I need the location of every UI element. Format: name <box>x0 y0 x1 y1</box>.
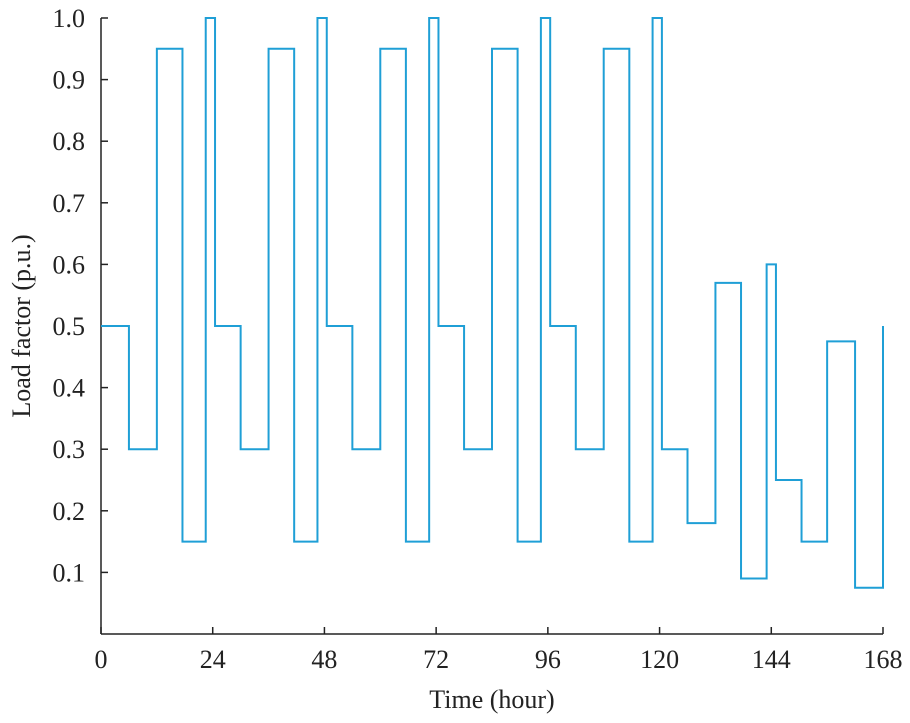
y-tick-label: 0.7 <box>53 189 86 218</box>
x-tick-label: 48 <box>311 645 337 674</box>
x-tick-label: 120 <box>640 645 679 674</box>
y-tick-label: 0.8 <box>53 127 86 156</box>
load-factor-series-line <box>101 17 884 589</box>
x-ticks: 0 24 48 72 96 120 144 168 <box>95 627 903 674</box>
y-tick-label: 0.2 <box>53 497 86 526</box>
x-tick-label: 24 <box>200 645 226 674</box>
x-axis-label: Time (hour) <box>429 685 554 714</box>
x-tick-label: 168 <box>864 645 903 674</box>
y-ticks: 0.1 0.2 0.3 0.4 0.5 0.6 0.7 0.8 0.9 1.0 <box>53 4 108 587</box>
x-tick-label: 96 <box>535 645 561 674</box>
y-tick-label: 0.4 <box>53 374 86 403</box>
y-tick-label: 0.3 <box>53 435 86 464</box>
y-tick-label: 0.5 <box>53 312 86 341</box>
y-tick-label: 0.6 <box>53 250 86 279</box>
y-tick-label: 1.0 <box>53 4 86 33</box>
x-tick-label: 0 <box>95 645 108 674</box>
x-tick-label: 72 <box>423 645 449 674</box>
y-tick-label: 0.1 <box>53 558 86 587</box>
x-tick-label: 144 <box>752 645 791 674</box>
y-tick-label: 0.9 <box>53 66 86 95</box>
series <box>101 17 884 589</box>
y-axis-label: Load factor (p.u.) <box>7 234 36 417</box>
